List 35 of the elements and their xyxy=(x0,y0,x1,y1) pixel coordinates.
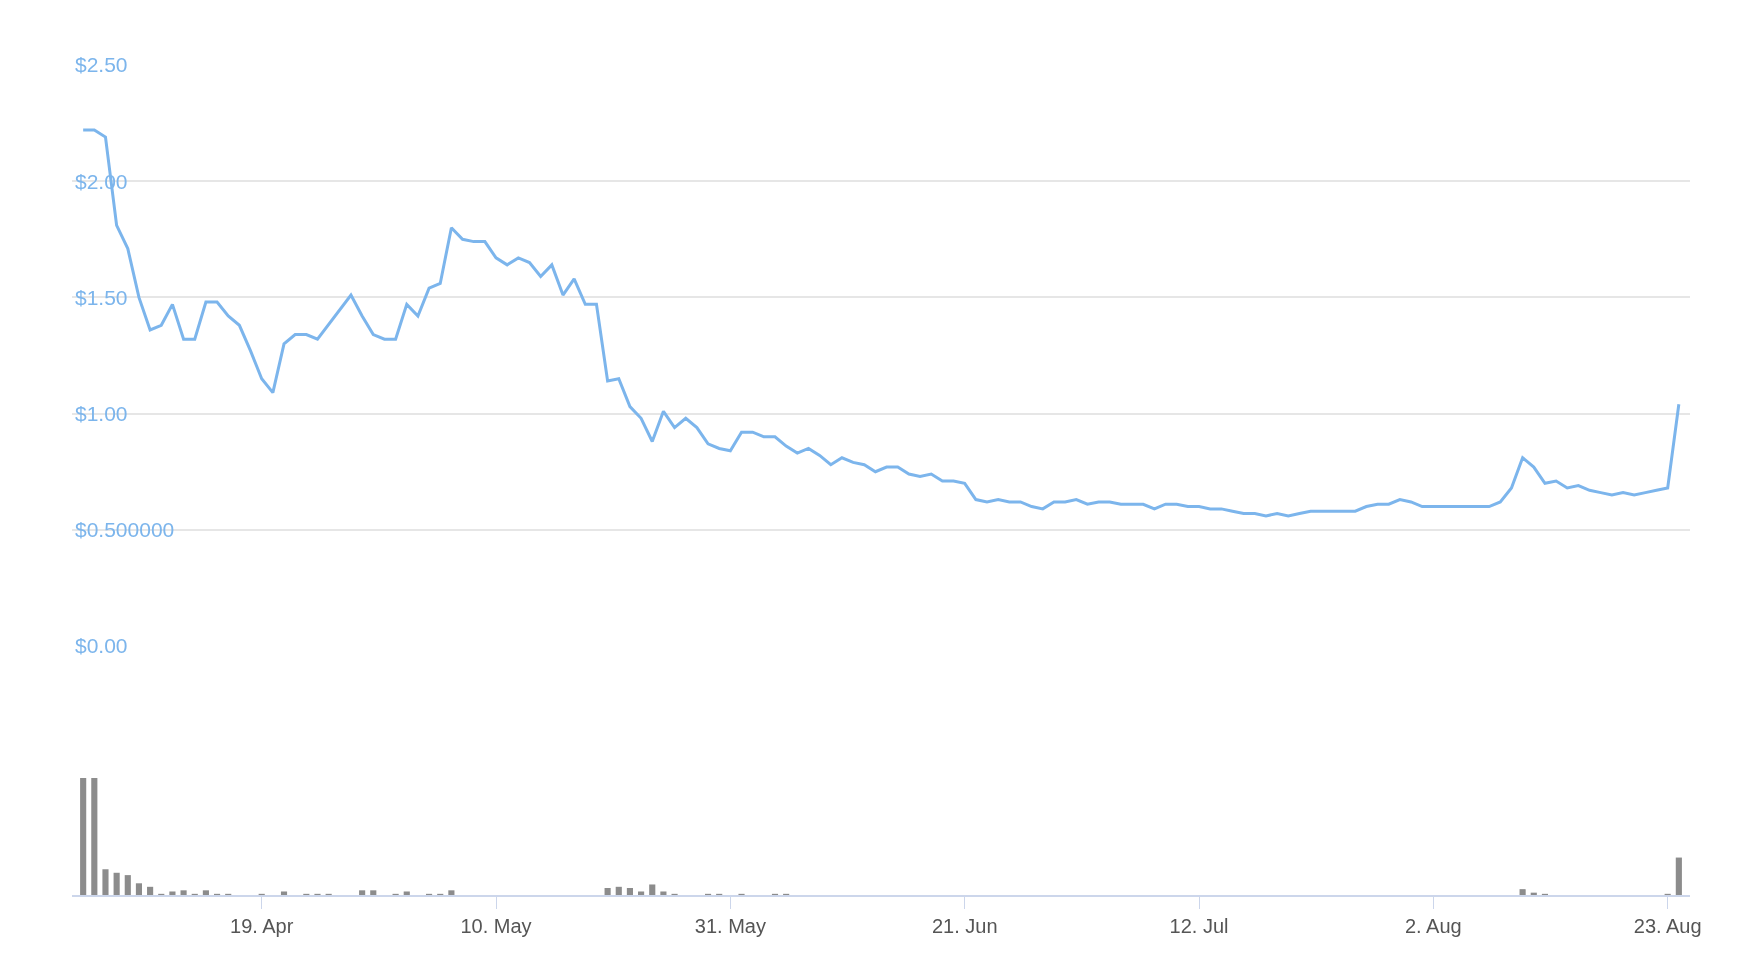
y-tick-label: $2.50 xyxy=(75,53,128,77)
bar xyxy=(180,890,187,895)
y-tick-label: $1.00 xyxy=(75,401,128,425)
bar xyxy=(102,869,109,895)
bar xyxy=(638,891,645,895)
bar xyxy=(359,890,366,895)
x-tick-label: 23. Aug xyxy=(1633,915,1702,937)
bar xyxy=(403,891,410,895)
bar xyxy=(124,875,131,895)
bar xyxy=(448,890,455,895)
bar xyxy=(169,891,176,895)
bar xyxy=(91,778,98,895)
x-tick-label: 12. Jul xyxy=(1169,915,1229,937)
y-tick-label: $1.50 xyxy=(75,285,128,309)
bar xyxy=(615,886,622,895)
x-tick-label: 2. Aug xyxy=(1404,915,1462,937)
bar xyxy=(135,883,143,895)
bar xyxy=(147,886,154,895)
bar xyxy=(202,890,209,895)
bar xyxy=(1519,889,1526,895)
bar xyxy=(80,778,87,895)
x-tick-label: 21. Jun xyxy=(931,915,998,937)
bar xyxy=(280,891,288,895)
bar xyxy=(604,887,611,895)
bar xyxy=(1675,857,1682,895)
bar xyxy=(649,884,656,895)
bar xyxy=(370,890,377,895)
x-tick-label: 10. May xyxy=(460,915,532,937)
x-tick-label: 31. May xyxy=(694,915,766,937)
bar xyxy=(660,891,667,895)
y-tick-label: $0.500000 xyxy=(75,518,175,542)
y-tick-label: $0.00 xyxy=(75,634,128,658)
bar xyxy=(113,872,120,895)
x-tick-label: 19. Apr xyxy=(230,915,294,937)
bar xyxy=(626,887,633,895)
